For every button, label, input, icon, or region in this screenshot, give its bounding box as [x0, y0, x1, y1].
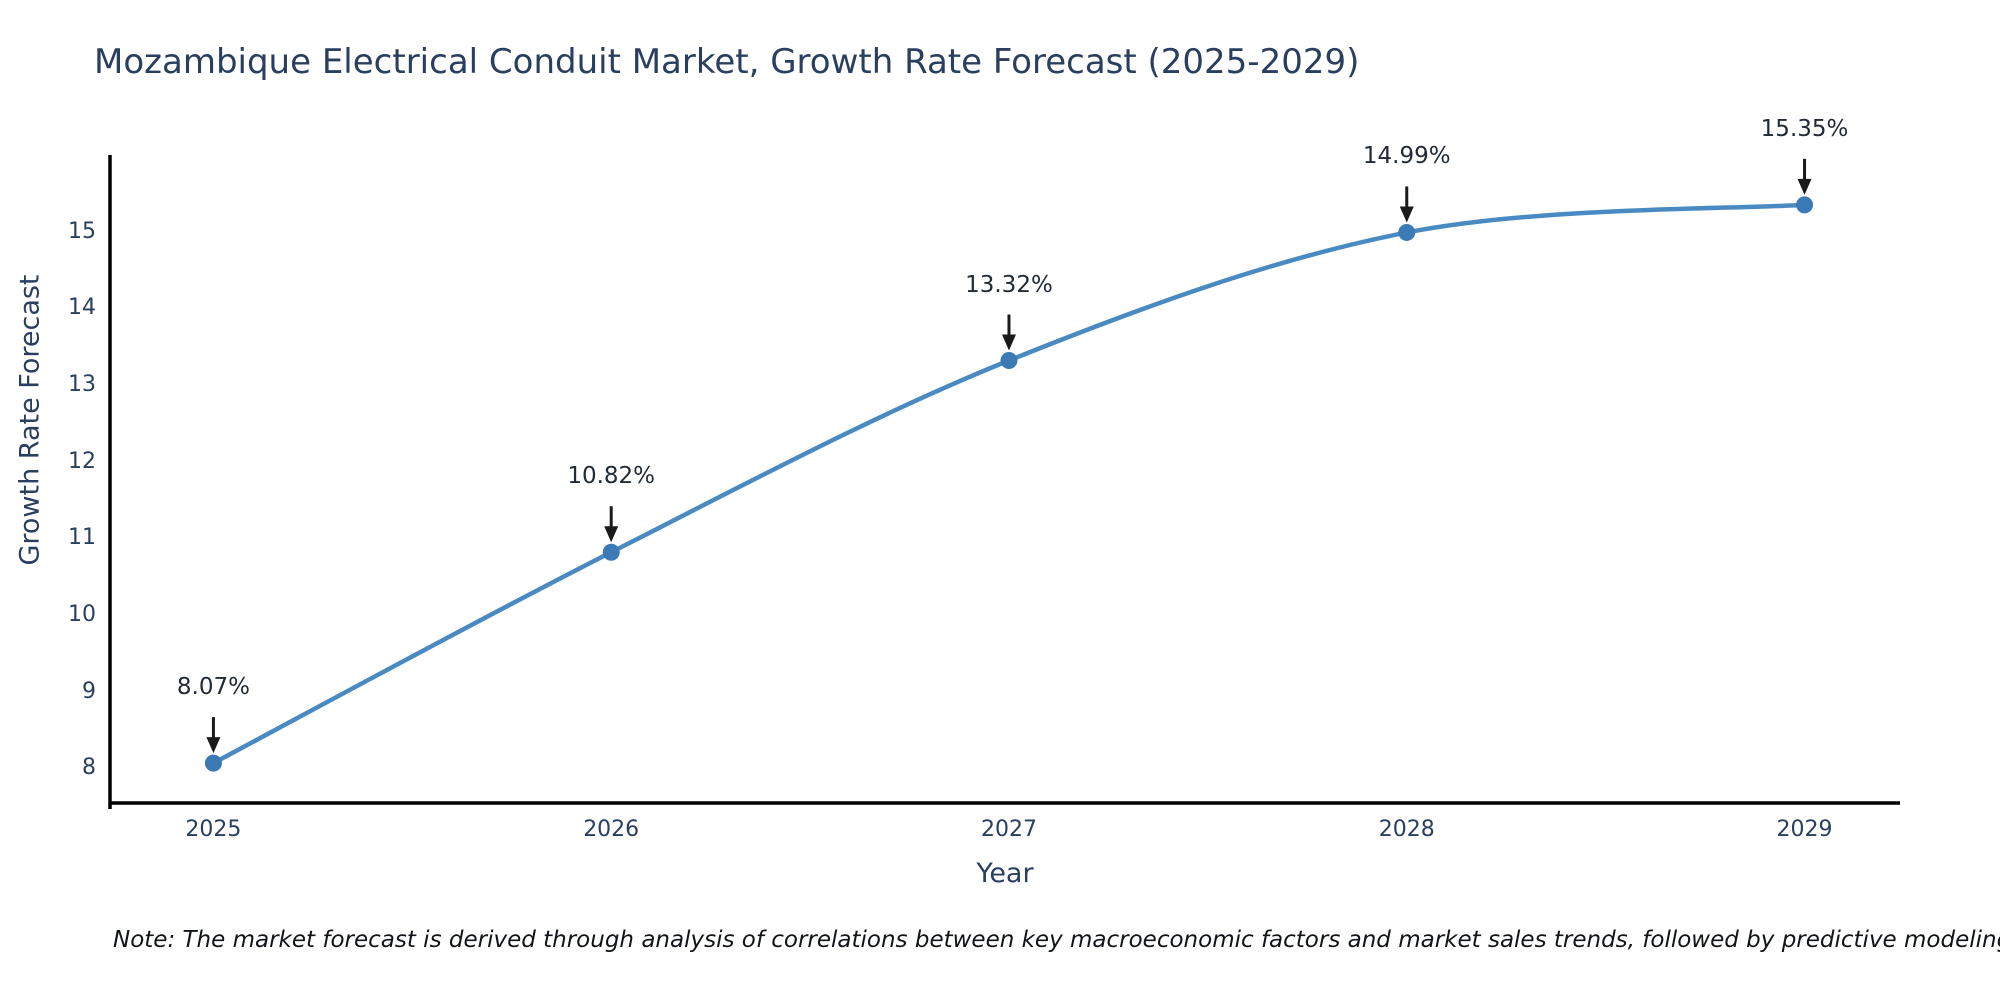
point-annotation: 15.35%	[1760, 115, 1849, 142]
x-tick-label: 2028	[1378, 817, 1435, 842]
y-tick-label: 11	[68, 525, 96, 551]
x-tick-label: 2026	[583, 817, 640, 842]
annotation-arrowhead-icon	[604, 526, 619, 543]
data-point-marker[interactable]	[1000, 352, 1018, 370]
data-point-marker[interactable]	[204, 754, 222, 772]
y-tick-label: 15	[68, 218, 96, 244]
data-point-marker[interactable]	[602, 543, 620, 561]
point-annotation: 10.82%	[567, 463, 656, 490]
data-point-marker[interactable]	[1796, 196, 1814, 214]
annotation-arrowhead-icon	[206, 737, 221, 754]
data-point-marker[interactable]	[1398, 223, 1416, 241]
annotation-arrowhead-icon	[1001, 334, 1016, 351]
y-tick-label: 13	[68, 372, 96, 398]
point-annotation: 8.07%	[176, 674, 250, 701]
x-tick-label: 2025	[185, 817, 242, 842]
annotation-arrowhead-icon	[1399, 206, 1414, 223]
x-axis-title: Year	[976, 858, 1034, 889]
chart-title: Mozambique Electrical Conduit Market, Gr…	[94, 42, 1360, 82]
y-tick-label: 14	[68, 295, 96, 321]
y-tick-label: 12	[68, 448, 96, 474]
annotation-arrowhead-icon	[1797, 178, 1812, 195]
y-tick-label: 8	[82, 755, 96, 781]
chart-footnote: Note: The market forecast is derived thr…	[113, 927, 2000, 953]
x-tick-label: 2027	[980, 817, 1037, 842]
point-annotation: 13.32%	[965, 271, 1053, 298]
y-tick-label: 9	[82, 678, 96, 704]
point-annotation: 14.99%	[1362, 143, 1451, 170]
x-tick-label: 2029	[1776, 817, 1833, 842]
y-tick-label: 10	[68, 602, 96, 628]
